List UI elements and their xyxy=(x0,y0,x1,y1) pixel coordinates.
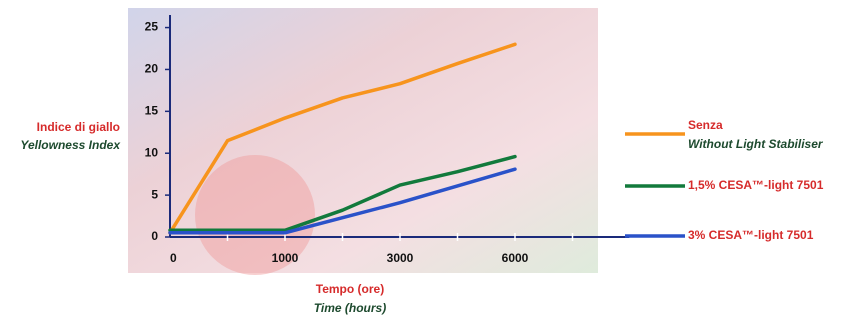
y-tick-label: 15 xyxy=(145,104,159,118)
legend-label: Senza xyxy=(688,118,723,132)
chart: Indice di giallo Yellowness Index Tempo … xyxy=(0,0,841,318)
y-label-en: Yellowness Index xyxy=(20,138,121,152)
y-label: Indice di giallo xyxy=(37,120,120,134)
legend-label: 3% CESA™-light 7501 xyxy=(688,228,814,242)
x-tick-label: 3000 xyxy=(387,251,414,265)
y-tick-label: 20 xyxy=(145,62,159,76)
y-tick-label: 10 xyxy=(145,145,159,159)
y-tick-label: 0 xyxy=(151,229,158,243)
x-label: Tempo (ore) xyxy=(316,282,384,296)
y-tick-label: 5 xyxy=(151,187,158,201)
x-tick-label: 0 xyxy=(170,251,177,265)
y-tick-label: 25 xyxy=(145,20,159,34)
x-label-en: Time (hours) xyxy=(314,301,386,315)
legend-subtitle: Without Light Stabiliser xyxy=(688,137,824,151)
x-tick-label: 1000 xyxy=(272,251,299,265)
legend-label: 1,5% CESA™-light 7501 xyxy=(688,178,824,192)
x-tick-label: 6000 xyxy=(502,251,529,265)
